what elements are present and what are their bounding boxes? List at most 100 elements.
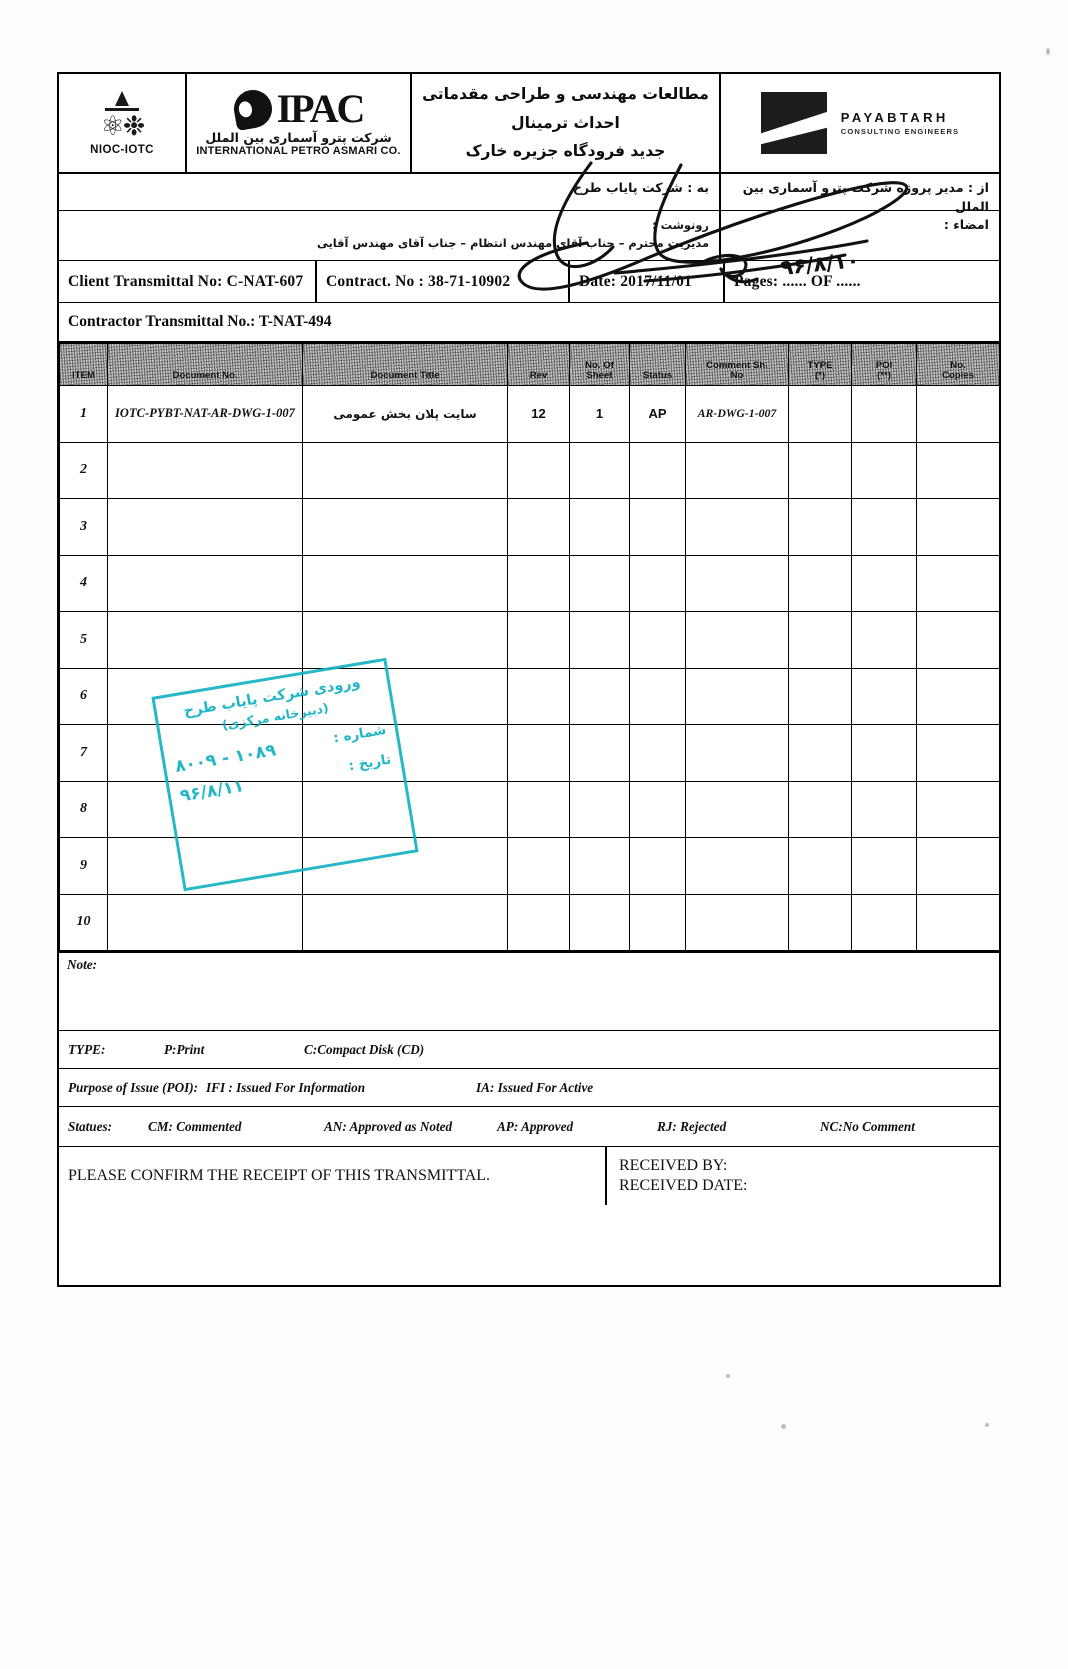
cell-item[interactable]: 5	[59, 611, 108, 669]
cell-type[interactable]	[788, 611, 852, 669]
cell-sheets[interactable]	[569, 611, 630, 669]
cell-docno[interactable]	[107, 724, 303, 782]
cell-copies[interactable]	[916, 498, 1000, 556]
cell-sheets[interactable]	[569, 893, 630, 951]
cell-copies[interactable]	[916, 667, 1000, 725]
cell-rev[interactable]: 12	[507, 385, 570, 443]
cell-sheets[interactable]	[569, 780, 630, 838]
cell-type[interactable]	[788, 441, 852, 499]
cell-sheets[interactable]	[569, 724, 630, 782]
cell-docno[interactable]	[107, 441, 303, 499]
cell-poi[interactable]	[851, 498, 917, 556]
table-row[interactable]: 8	[59, 780, 1000, 838]
cell-copies[interactable]	[916, 611, 1000, 669]
cell-status[interactable]	[629, 667, 686, 725]
cell-sheets[interactable]	[569, 837, 630, 895]
cell-sheets[interactable]	[569, 498, 630, 556]
cell-status[interactable]	[629, 780, 686, 838]
cell-poi[interactable]	[851, 837, 917, 895]
cell-item[interactable]: 6	[59, 667, 108, 725]
cell-type[interactable]	[788, 385, 852, 443]
cell-title[interactable]	[302, 667, 508, 725]
cell-rev[interactable]	[507, 498, 570, 556]
cell-status[interactable]	[629, 498, 686, 556]
cell-sheets[interactable]	[569, 667, 630, 725]
cell-poi[interactable]	[851, 667, 917, 725]
cell-copies[interactable]	[916, 385, 1000, 443]
table-row[interactable]: 9	[59, 837, 1000, 895]
cell-type[interactable]	[788, 667, 852, 725]
cell-status[interactable]: AP	[629, 385, 686, 443]
table-row[interactable]: 6	[59, 667, 1000, 725]
cell-item[interactable]: 1	[59, 385, 108, 443]
cell-title[interactable]	[302, 554, 508, 612]
cell-status[interactable]	[629, 893, 686, 951]
cell-docno[interactable]	[107, 837, 303, 895]
cell-type[interactable]	[788, 554, 852, 612]
cell-rev[interactable]	[507, 441, 570, 499]
cell-status[interactable]	[629, 554, 686, 612]
cell-type[interactable]	[788, 724, 852, 782]
cell-comment[interactable]: AR-DWG-1-007	[685, 385, 789, 443]
cell-title[interactable]	[302, 893, 508, 951]
cell-title[interactable]	[302, 498, 508, 556]
cell-comment[interactable]	[685, 441, 789, 499]
cell-docno[interactable]: IOTC-PYBT-NAT-AR-DWG-1-007	[107, 385, 303, 443]
cell-rev[interactable]	[507, 611, 570, 669]
cell-item[interactable]: 8	[59, 780, 108, 838]
cell-comment[interactable]	[685, 667, 789, 725]
cell-copies[interactable]	[916, 554, 1000, 612]
cell-rev[interactable]	[507, 554, 570, 612]
cell-rev[interactable]	[507, 667, 570, 725]
cell-poi[interactable]	[851, 611, 917, 669]
cell-comment[interactable]	[685, 611, 789, 669]
cell-comment[interactable]	[685, 724, 789, 782]
cell-status[interactable]	[629, 441, 686, 499]
cell-comment[interactable]	[685, 893, 789, 951]
cell-copies[interactable]	[916, 893, 1000, 951]
cell-comment[interactable]	[685, 780, 789, 838]
cell-docno[interactable]	[107, 667, 303, 725]
table-row[interactable]: 1 IOTC-PYBT-NAT-AR-DWG-1-007 سایت پلان بخش…	[59, 385, 1000, 443]
cell-poi[interactable]	[851, 441, 917, 499]
cell-docno[interactable]	[107, 893, 303, 951]
cell-title[interactable]	[302, 780, 508, 838]
table-row[interactable]: 7	[59, 724, 1000, 782]
cell-poi[interactable]	[851, 893, 917, 951]
cell-type[interactable]	[788, 893, 852, 951]
cell-status[interactable]	[629, 724, 686, 782]
cell-sheets[interactable]	[569, 441, 630, 499]
cell-item[interactable]: 7	[59, 724, 108, 782]
cell-copies[interactable]	[916, 780, 1000, 838]
cell-copies[interactable]	[916, 724, 1000, 782]
cell-type[interactable]	[788, 780, 852, 838]
cell-docno[interactable]	[107, 780, 303, 838]
cell-docno[interactable]	[107, 611, 303, 669]
cell-item[interactable]: 2	[59, 441, 108, 499]
cell-copies[interactable]	[916, 441, 1000, 499]
cell-type[interactable]	[788, 837, 852, 895]
cell-comment[interactable]	[685, 498, 789, 556]
cell-copies[interactable]	[916, 837, 1000, 895]
cell-title[interactable]	[302, 611, 508, 669]
cell-sheets[interactable]: 1	[569, 385, 630, 443]
cell-title[interactable]: سایت پلان بخش عمومی	[302, 385, 508, 443]
cell-type[interactable]	[788, 498, 852, 556]
cell-poi[interactable]	[851, 385, 917, 443]
cell-poi[interactable]	[851, 780, 917, 838]
cell-status[interactable]	[629, 611, 686, 669]
cell-poi[interactable]	[851, 554, 917, 612]
cell-rev[interactable]	[507, 893, 570, 951]
table-row[interactable]: 4	[59, 554, 1000, 612]
table-row[interactable]: 3	[59, 498, 1000, 556]
cell-title[interactable]	[302, 724, 508, 782]
cell-docno[interactable]	[107, 498, 303, 556]
cell-rev[interactable]	[507, 780, 570, 838]
cell-item[interactable]: 10	[59, 893, 108, 951]
table-row[interactable]: 5	[59, 611, 1000, 669]
cell-poi[interactable]	[851, 724, 917, 782]
cell-sheets[interactable]	[569, 554, 630, 612]
cell-rev[interactable]	[507, 837, 570, 895]
cell-docno[interactable]	[107, 554, 303, 612]
cell-item[interactable]: 4	[59, 554, 108, 612]
